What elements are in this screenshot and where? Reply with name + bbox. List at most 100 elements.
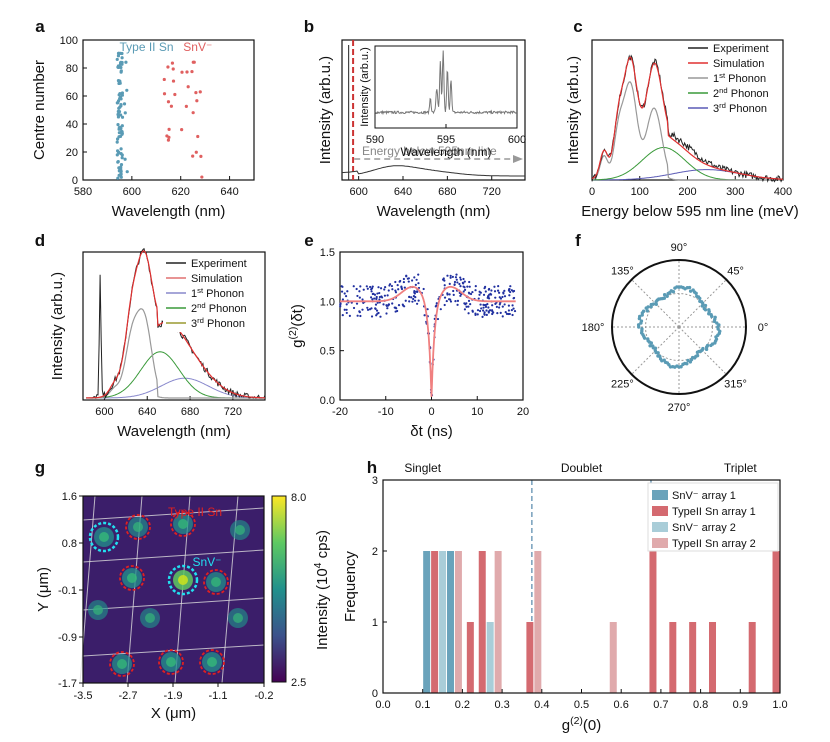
f-point — [695, 294, 699, 298]
panel-g: g Type II Sn SnV⁻ -3.5 -2.7 -1.9 -1.1 -0.2 1.6 0.… — [35, 458, 331, 722]
e-point — [368, 308, 372, 311]
f-point — [642, 336, 647, 340]
e-point — [468, 280, 471, 284]
g-emitter-core — [235, 525, 245, 535]
h-bar — [689, 622, 697, 693]
e-x-tick-label: 10 — [471, 406, 483, 418]
e-point — [443, 303, 446, 307]
e-point — [482, 293, 486, 296]
a-point-type2 — [118, 51, 122, 55]
a-point-type2 — [120, 93, 124, 97]
e-point — [391, 302, 394, 305]
h-y-tick-label: 0 — [372, 688, 378, 700]
h-x-tick-label: 0.8 — [693, 699, 708, 711]
a-y-tick-label: 100 — [60, 35, 78, 47]
a-point-type2 — [117, 110, 122, 114]
g-emitter-core — [166, 657, 176, 667]
e-point — [396, 284, 399, 287]
a-point-type2 — [119, 97, 123, 101]
f-point — [707, 308, 711, 312]
f-point — [649, 305, 653, 309]
e-point — [436, 317, 440, 321]
e-point — [482, 306, 485, 309]
e-point — [378, 295, 381, 299]
e-point — [467, 299, 471, 302]
h-legend-swatch — [652, 522, 668, 532]
e-point — [512, 307, 515, 310]
b-inset-y-label: Intensity (arb.u.) — [359, 47, 371, 126]
g-colorbar-max: 8.0 — [291, 492, 306, 504]
a-point-type2 — [120, 56, 124, 60]
e-point — [416, 290, 419, 293]
e-point — [485, 309, 488, 312]
a-point-type2 — [119, 65, 123, 70]
e-point — [471, 309, 474, 312]
b-annotation: Energy below 595nm line — [362, 144, 497, 158]
f-point — [648, 344, 652, 348]
a-point-snv — [191, 111, 195, 115]
e-point — [454, 276, 458, 279]
g-type2-marker — [125, 514, 151, 540]
a-point-type2 — [120, 131, 124, 136]
e-point — [498, 291, 501, 294]
e-point — [478, 293, 481, 296]
e-point — [400, 286, 403, 289]
a-point-snv — [166, 100, 171, 104]
e-point — [453, 283, 456, 286]
a-label-snv: SnV⁻ — [183, 40, 212, 54]
e-point — [467, 305, 470, 308]
g-emitter-core — [117, 659, 127, 669]
b-x-tick-label: 600 — [349, 186, 367, 198]
e-point — [503, 289, 506, 292]
f-point — [713, 315, 717, 320]
f-point — [716, 327, 720, 331]
e-point — [513, 309, 517, 313]
g-lattice-line — [82, 507, 265, 521]
e-point — [377, 286, 380, 289]
g-type2-marker — [119, 565, 145, 591]
a-x-tick-label: 640 — [220, 186, 238, 198]
g-y-axis-label: Y (μm) — [35, 567, 52, 612]
plot-frame — [341, 39, 526, 181]
e-point — [505, 312, 509, 315]
legend-label: 1st Phonon — [713, 71, 766, 86]
h-x-tick-label: 0.7 — [653, 699, 668, 711]
e-point — [405, 274, 408, 277]
a-point-type2 — [118, 134, 123, 138]
b-inset-x-tick-label: 600 — [508, 134, 526, 146]
h-bar — [478, 551, 486, 693]
e-point — [456, 281, 459, 284]
h-bar — [439, 551, 447, 693]
g-emitter-core — [178, 519, 188, 529]
h-x-tick-label: 0.6 — [614, 699, 629, 711]
h-x-axis-label: g(2)(0) — [562, 715, 602, 734]
e-point — [356, 314, 359, 317]
e-point — [417, 282, 420, 285]
e-point — [366, 308, 370, 311]
a-point-snv — [196, 134, 200, 139]
g-annot-type2: Type II Sn — [168, 505, 222, 519]
a-point-snv — [194, 91, 198, 95]
e-point — [413, 276, 416, 279]
e-point — [481, 315, 484, 318]
legend-label: 3rd Phonon — [713, 101, 767, 116]
a-x-tick-label: 580 — [74, 186, 92, 198]
panel-b: b 600 640 680 720 Wavelength (nm) Intensity (a… — [304, 17, 526, 220]
f-point — [637, 325, 641, 329]
e-point — [371, 285, 374, 288]
e-point — [341, 314, 344, 317]
e-point — [414, 283, 417, 286]
a-point-snv — [191, 60, 195, 64]
g-emitter-core — [133, 522, 143, 532]
a-point-type2 — [125, 170, 129, 174]
e-point — [370, 290, 373, 293]
a-point-type2 — [123, 111, 127, 115]
a-point-snv — [180, 70, 184, 74]
e-point — [459, 285, 462, 288]
d-x-tick-label: 640 — [138, 406, 156, 418]
h-legend-label: SnV⁻ array 1 — [672, 490, 736, 502]
e-point — [423, 314, 426, 317]
g-x-tick-label: -1.1 — [209, 690, 228, 702]
e-point — [485, 313, 488, 316]
b-x-tick-label: 640 — [394, 186, 412, 198]
